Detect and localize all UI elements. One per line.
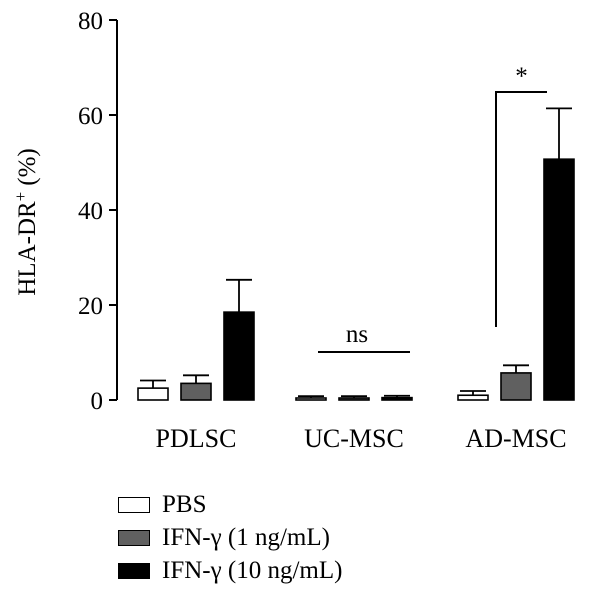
y-tick-label: 80 xyxy=(78,8,103,35)
bar-chart: 0 20 40 60 80 PDLSC UC-MSC AD-MSC ns * HLA-DR+(… xyxy=(11,8,575,453)
legend-swatch xyxy=(118,529,150,546)
y-tick-label: 60 xyxy=(78,103,103,130)
bar xyxy=(295,397,327,401)
bar xyxy=(457,394,489,401)
legend-item: PBS xyxy=(118,488,342,521)
legend-item: IFN-γ (10 ng/mL) xyxy=(118,554,342,587)
bar xyxy=(223,311,255,401)
bar xyxy=(180,382,212,401)
bar xyxy=(543,158,575,401)
y-axis: 0 20 40 60 80 xyxy=(78,8,118,415)
legend-item: IFN-γ (1 ng/mL) xyxy=(118,521,342,554)
category-labels: PDLSC UC-MSC AD-MSC xyxy=(156,424,567,453)
legend-label: PBS xyxy=(162,490,207,518)
annotations: ns * xyxy=(318,63,547,353)
bar xyxy=(137,387,169,401)
significance-bracket xyxy=(495,91,547,327)
legend: PBS IFN-γ (1 ng/mL) IFN-γ (10 ng/mL) xyxy=(118,488,342,587)
bar xyxy=(500,372,532,401)
bar xyxy=(338,397,370,401)
legend-swatch xyxy=(118,562,150,579)
ns-label: ns xyxy=(346,321,368,348)
category-label: PDLSC xyxy=(156,424,237,453)
y-axis-label: HLA-DR+(%) xyxy=(11,148,41,296)
legend-label: IFN-γ (10 ng/mL) xyxy=(162,556,343,584)
y-tick-label: 40 xyxy=(78,198,103,225)
bars xyxy=(137,107,575,401)
category-label: AD-MSC xyxy=(465,424,566,453)
y-tick-label: 0 xyxy=(91,388,104,415)
bar xyxy=(381,396,413,401)
category-label: UC-MSC xyxy=(304,424,404,453)
legend-label: IFN-γ (1 ng/mL) xyxy=(162,523,330,551)
y-tick-label: 20 xyxy=(78,293,103,320)
significance-star: * xyxy=(515,63,528,90)
legend-swatch xyxy=(118,496,150,513)
